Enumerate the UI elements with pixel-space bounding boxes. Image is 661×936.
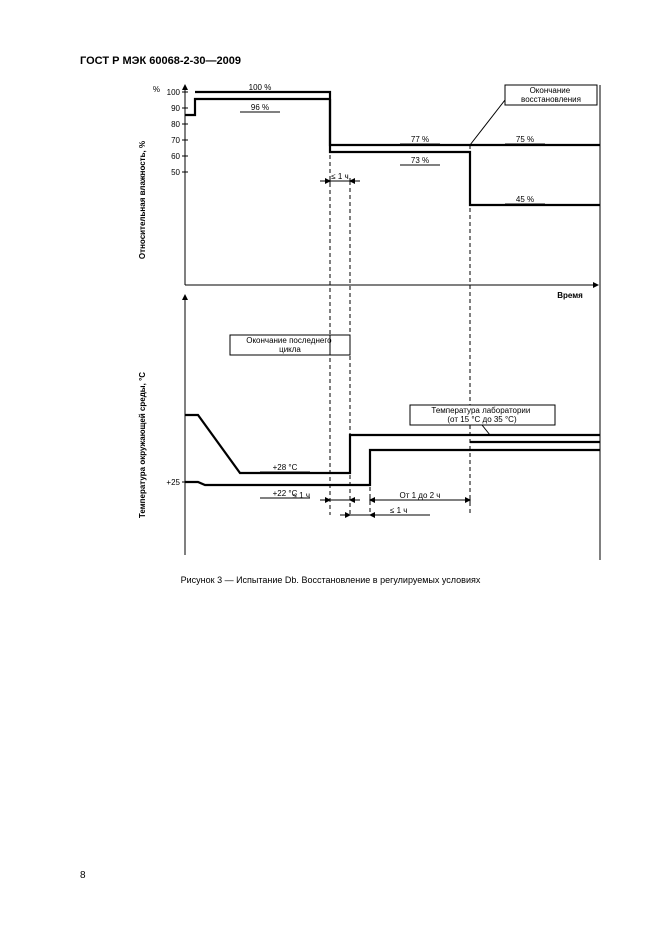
page-number: 8 [80,870,86,881]
label-73pct: 73 % [411,156,429,165]
recovery-chart: 100 90 80 70 60 50 % Относительная влажн… [130,85,600,560]
label-77pct: 77 % [411,135,429,144]
label-45pct: 45 % [516,195,534,204]
label-28c: +28 °C [273,463,298,472]
label-le1h-upper: ≤ 1 ч [331,172,348,181]
callout-end-recovery-text: Окончание восстановления [521,86,581,104]
yaxis-label-temp: Температура окружающей среды, °C [138,372,147,518]
label-1to2h: От 1 до 2 ч [400,491,441,500]
percent-symbol: % [153,85,160,94]
label-96pct: 96 % [251,103,269,112]
ytick-80: 80 [171,120,180,129]
ytick-100: 100 [167,88,181,97]
ytick-50: 50 [171,168,180,177]
callout-last-cycle: Окончание последнего цикла [230,335,350,355]
page: ГОСТ Р МЭК 60068-2-30—2009 100 90 80 70 [0,0,661,936]
xaxis-label-time: Время [557,291,583,300]
callout-lab-temp: Температура лаборатории (от 15 °C до 35 … [410,405,555,435]
label-le1h-bot2: ≤ 1 ч [390,506,407,515]
label-le1h-bot: ≤ 1 ч [293,491,310,500]
ytick-70: 70 [171,136,180,145]
yaxis-label-humidity: Относительная влажность, % [138,141,147,259]
figure-caption: Рисунок 3 — Испытание Db. Восстановление… [0,575,661,585]
ytick-60: 60 [171,152,180,161]
ytick-90: 90 [171,104,180,113]
ytick-plus25: +25 [166,478,180,487]
label-75pct: 75 % [516,135,534,144]
standard-title: ГОСТ Р МЭК 60068-2-30—2009 [80,55,241,67]
label-100pct: 100 % [249,83,272,92]
